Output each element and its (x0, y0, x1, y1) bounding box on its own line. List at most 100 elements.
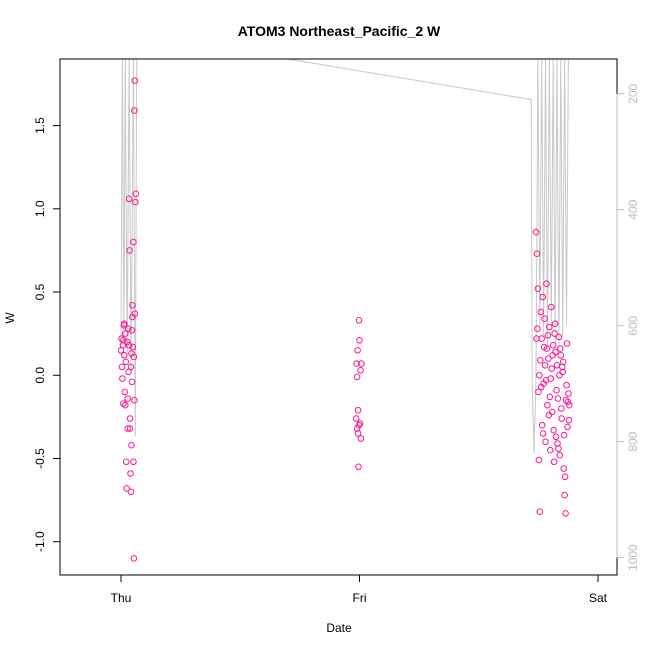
x-axis: Thu Fri Sat (111, 574, 608, 605)
data-point (564, 423, 571, 431)
data-point (126, 425, 134, 432)
data-point (120, 400, 127, 407)
data-point (128, 327, 136, 334)
data-point (123, 338, 131, 346)
data-point (119, 375, 126, 382)
data-point (132, 198, 139, 206)
data-point (354, 406, 362, 414)
data-point (131, 396, 138, 404)
data-point (127, 488, 135, 496)
data-point (539, 293, 547, 301)
data-point (550, 458, 558, 466)
data-point (126, 415, 134, 422)
data-point (560, 431, 568, 439)
data-point (542, 438, 549, 446)
y2-tick-label: 600 (626, 315, 640, 335)
data-point (557, 345, 564, 352)
data-point (544, 332, 552, 339)
data-point (545, 355, 552, 362)
data-point (543, 280, 550, 288)
data-point (541, 362, 549, 369)
data-point (127, 470, 134, 477)
data-point (537, 357, 544, 364)
data-point (118, 363, 126, 371)
data-point (562, 510, 569, 517)
data-point (355, 421, 363, 429)
data-point (533, 335, 540, 342)
data-point (355, 463, 362, 471)
data-point (352, 415, 360, 422)
data-point (537, 383, 545, 391)
data-point (545, 411, 553, 419)
data-point (353, 373, 361, 381)
data-point (566, 401, 573, 409)
data-point (555, 445, 562, 452)
data-point (126, 247, 133, 254)
data-point (532, 228, 540, 236)
y-tick-label: 1.0 (33, 200, 47, 217)
data-point (544, 401, 551, 409)
data-point (130, 555, 138, 562)
data-point (553, 386, 560, 394)
data-point (124, 325, 132, 333)
data-point (132, 190, 140, 198)
data-point (121, 388, 129, 396)
data-point (538, 421, 546, 429)
chart-title: ATOM3 Northeast_Pacific_2 W (238, 23, 441, 39)
data-point (121, 352, 128, 359)
x-tick-label: Fri (353, 591, 367, 605)
y2-tick-label: 1000 (626, 544, 640, 571)
data-point (124, 425, 131, 432)
data-point (355, 317, 363, 324)
data-point (127, 363, 135, 371)
data-point (354, 347, 361, 354)
data-point (125, 195, 133, 203)
data-point (536, 508, 544, 516)
y-tick-label: -1.0 (33, 531, 47, 552)
y-tick-label: 0.5 (33, 283, 47, 300)
data-point (547, 446, 554, 454)
data-point (357, 435, 365, 442)
data-point (552, 433, 560, 441)
depth-track-layer (120, 59, 569, 454)
data-point (130, 353, 138, 361)
data-point (562, 396, 570, 404)
data-point (551, 320, 559, 328)
y-tick-label: 0.0 (33, 367, 47, 384)
data-point (131, 310, 139, 318)
data-point (123, 485, 130, 492)
data-point (548, 303, 555, 311)
data-point (558, 405, 565, 412)
data-point (120, 337, 127, 344)
data-point (130, 458, 137, 466)
y-axis-left: -1.0 -0.5 0.0 0.5 1.0 1.5 (33, 117, 61, 552)
data-point (557, 352, 565, 359)
data-point (535, 456, 543, 464)
data-point (539, 430, 547, 437)
data-point (558, 415, 566, 422)
data-point (353, 360, 360, 367)
data-point (549, 342, 557, 349)
data-point (559, 368, 567, 376)
data-point (122, 358, 130, 366)
data-point (128, 441, 135, 449)
data-point (125, 342, 133, 349)
data-point (556, 372, 563, 379)
data-point (563, 381, 570, 389)
data-point (558, 363, 566, 371)
data-point (533, 250, 541, 257)
x-tick-label: Sat (589, 591, 608, 605)
data-point (358, 360, 365, 367)
data-point (565, 390, 572, 397)
plot-frame (59, 58, 618, 576)
data-point (563, 340, 571, 347)
data-point (121, 320, 128, 328)
data-point (536, 372, 543, 379)
points-layer (117, 77, 573, 562)
y2-tick-label: 200 (626, 83, 640, 103)
data-point (551, 330, 558, 337)
y-tick-label: 1.5 (33, 117, 47, 134)
data-point (129, 302, 136, 309)
data-point (131, 107, 138, 114)
y2-tick-label: 400 (626, 199, 640, 219)
